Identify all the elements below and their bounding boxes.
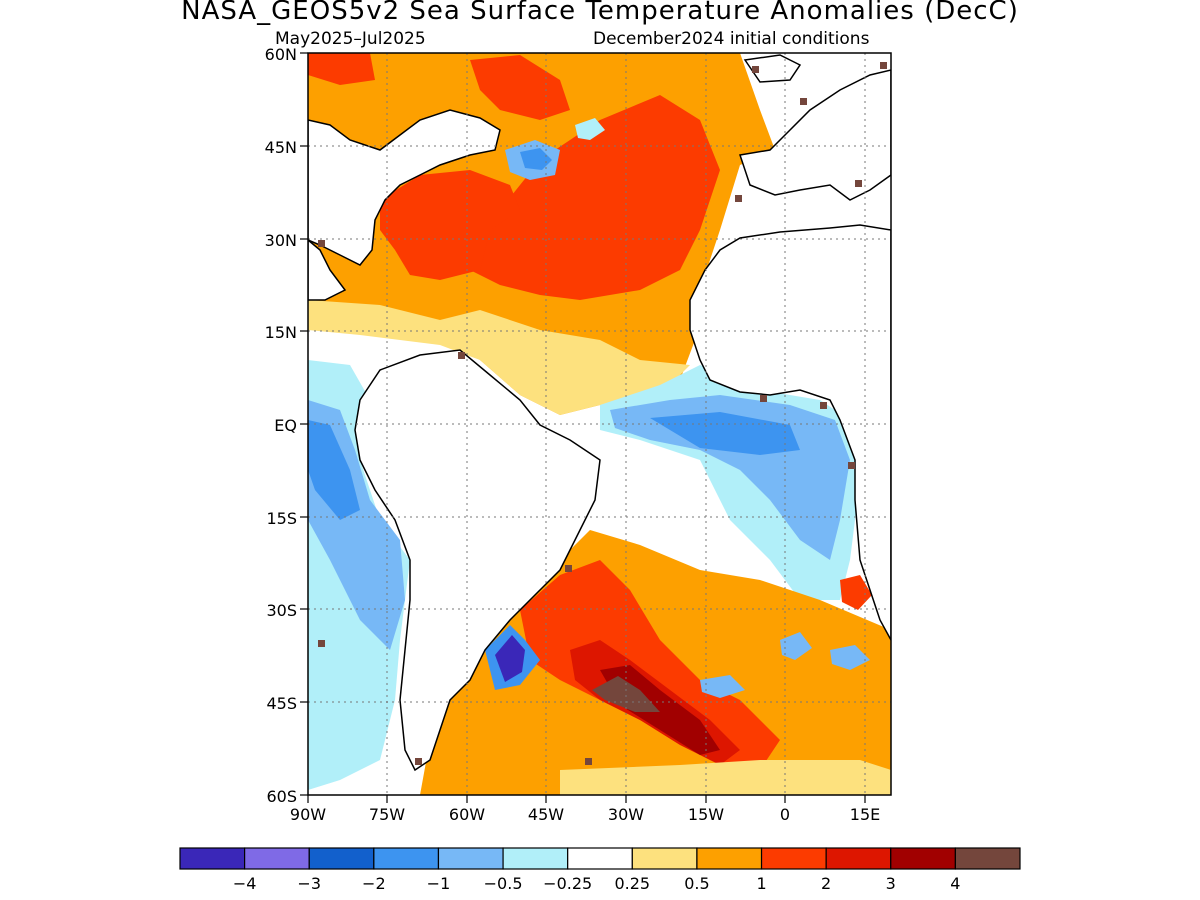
colorbar-swatch: [696, 847, 763, 870]
colorbar-swatch: [567, 847, 633, 870]
lat-label: 30S: [266, 601, 297, 620]
benguela-warm: [840, 575, 872, 610]
colorbar-label: 3: [886, 874, 896, 893]
south-atlantic-hot: [520, 560, 780, 770]
colorbar-swatch: [308, 847, 375, 870]
mexico-gulf-land: [308, 239, 347, 301]
map-title: NASA_GEOS5v2 Sea Surface Temperature Ano…: [181, 0, 1019, 26]
colorbar-label: 4: [950, 874, 960, 893]
lon-label: 75W: [369, 805, 405, 824]
colorbar-swatch: [179, 847, 246, 870]
colorbar-swatch: [825, 847, 892, 870]
colorbar-swatch: [631, 847, 698, 870]
colorbar-label: −3: [297, 874, 321, 893]
lat-label: 60S: [266, 787, 297, 806]
lon-label: 45W: [528, 805, 564, 824]
southern-pale-band: [560, 760, 891, 795]
colorbar-swatch: [373, 847, 440, 870]
colorbar-label: 0.5: [684, 874, 709, 893]
lon-label: 0: [780, 805, 790, 824]
lat-label: 60N: [265, 45, 297, 64]
europe-land: [739, 69, 891, 201]
south-atlantic-max: [592, 676, 660, 712]
colorbar-label: −1: [427, 874, 451, 893]
gulf-stream-warm: [380, 170, 520, 280]
colorbar-swatch: [502, 847, 569, 870]
lat-label: 15S: [266, 509, 297, 528]
colorbar-swatch: [437, 847, 504, 870]
colorbar: [179, 847, 1021, 870]
lon-label: 15W: [688, 805, 724, 824]
coastal-mask-cells: [318, 62, 887, 765]
lat-label: 45N: [265, 138, 297, 157]
longitude-labels: 90W 75W 60W 45W 30W 15W 0 15E: [290, 805, 880, 824]
colorbar-label: −0.5: [484, 874, 523, 893]
colorbar-label: −2: [362, 874, 386, 893]
greenland-iceland-land: [743, 54, 802, 83]
africa-land: [689, 224, 891, 641]
south-atlantic-cool-patches: [700, 632, 870, 698]
equatorial-cool-strong: [650, 412, 800, 455]
labrador-hot: [470, 55, 570, 120]
colorbar-label: −4: [233, 874, 257, 893]
lat-label: 30N: [265, 231, 297, 250]
lon-label: 90W: [290, 805, 326, 824]
colorbar-swatch: [244, 847, 310, 870]
lat-label: 15N: [265, 323, 297, 342]
forecast-period: May2025–Jul2025: [275, 29, 426, 49]
colorbar-swatch: [760, 847, 827, 870]
colorbar-label: 1: [756, 874, 766, 893]
anomaly-field: [308, 53, 891, 795]
colorbar-labels: −4 −3 −2 −1 −0.5 −0.25 0.25 0.5 1 2 3 4: [233, 874, 961, 893]
north-atlantic-hot-core: [460, 95, 720, 300]
lat-label: 45S: [266, 694, 297, 713]
lon-label: 60W: [449, 805, 485, 824]
colorbar-label: 0.25: [614, 874, 650, 893]
east-pacific-cool-strong: [308, 420, 360, 520]
initial-conditions-label: December2024 initial conditions: [593, 29, 870, 49]
colorbar-label: −0.25: [543, 874, 592, 893]
mid-ocean-cool: [575, 118, 605, 140]
lon-label: 30W: [608, 805, 644, 824]
colorbar-swatch: [890, 847, 956, 870]
lat-label: EQ: [274, 416, 297, 435]
colorbar-swatch: [954, 847, 1021, 870]
south-america-land: [354, 349, 601, 772]
northwest-corner-hot: [308, 53, 375, 85]
falklands-cold-core: [495, 635, 525, 682]
graticule: [308, 53, 891, 795]
cool-patch-core: [520, 148, 552, 170]
axis-ticks: [300, 52, 866, 803]
colorbar-label: 2: [821, 874, 831, 893]
latitude-labels: 60N 45N 30N 15N EQ 15S 30S 45S 60S: [265, 45, 297, 806]
north-america-land: [308, 109, 501, 266]
subtropical-warm-band: [308, 300, 690, 415]
lon-label: 15E: [850, 805, 880, 824]
